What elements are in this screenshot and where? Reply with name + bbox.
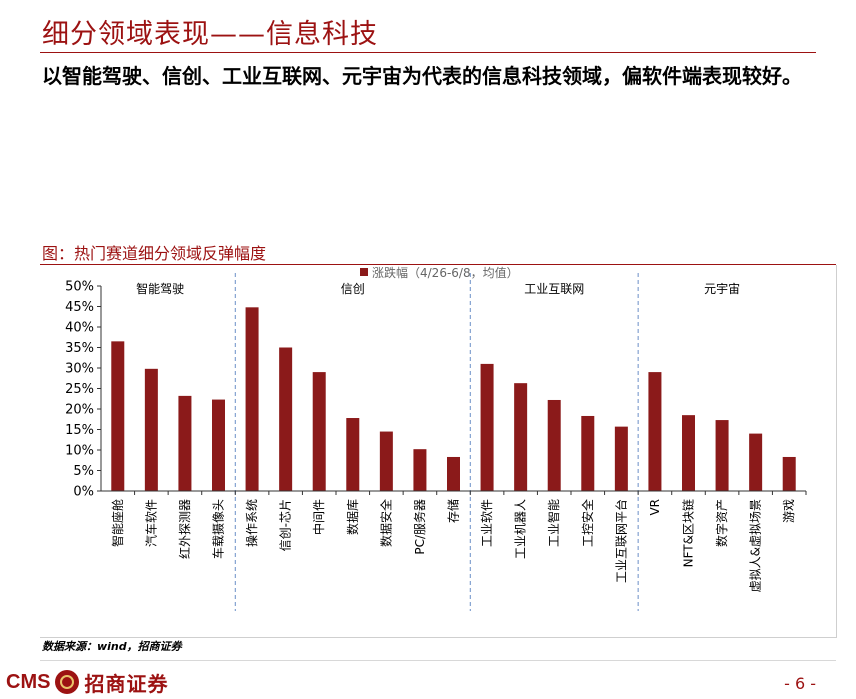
y-tick-label: 25% [65, 382, 94, 397]
bar [212, 399, 225, 491]
category-label: NFT&区块链 [681, 499, 696, 567]
category-label: 数据安全 [378, 499, 393, 547]
logo-text-en: CMS [6, 670, 51, 693]
y-tick-label: 30% [65, 362, 94, 377]
summary-text: 以智能驾驶、信创、工业互联网、元宇宙为代表的信息科技领域，偏软件端表现较好。 [42, 64, 802, 88]
category-label: 中间件 [311, 499, 326, 535]
bar [279, 347, 293, 491]
group-label: 元宇宙 [704, 281, 740, 296]
category-label: 工控安全 [580, 499, 595, 547]
bar [379, 431, 393, 491]
y-tick-label: 15% [65, 423, 94, 438]
bar [346, 418, 360, 491]
y-tick-label: 10% [65, 444, 94, 459]
y-tick-label: 20% [65, 403, 94, 418]
category-label: PC/服务器 [412, 499, 427, 555]
footer-divider [40, 660, 836, 661]
category-label: 数据库 [345, 499, 360, 535]
category-label: 工业互联网平台 [613, 499, 628, 583]
bar [144, 368, 158, 491]
y-tick-label: 50% [65, 280, 94, 295]
bar [715, 420, 729, 491]
logo-text-cn: 招商证券 [84, 671, 169, 696]
bar [245, 307, 259, 491]
category-label: 智能座舱 [110, 499, 125, 547]
category-label: 工业机器人 [514, 499, 528, 559]
group-label: 工业互联网 [524, 282, 584, 296]
y-tick-label: 35% [65, 341, 94, 356]
y-tick-label: 5% [73, 464, 94, 479]
bar [413, 449, 427, 491]
legend-label: 涨跌幅（4/26-6/8，均值） [372, 265, 519, 280]
group-label: 智能驾驶 [136, 281, 184, 296]
category-label: VR [648, 499, 662, 516]
category-label: 车载摄像头 [211, 499, 226, 559]
category-label: 操作系统 [244, 499, 259, 547]
category-label: 红外探测器 [177, 499, 192, 559]
bar-chart: 智能驾驶 信创 工业互联网 元宇宙 0% 5% 10% 15% 20% 25% 30% 35% 40%… [65, 265, 807, 611]
bar [111, 341, 125, 491]
bar [547, 399, 561, 491]
bar [480, 363, 494, 491]
legend-swatch [360, 268, 368, 276]
bar [648, 372, 662, 491]
category-label: 信创-芯片 [279, 499, 293, 551]
bar [782, 456, 796, 491]
chart-container: 智能驾驶 信创 工业互联网 元宇宙 0% 5% 10% 15% 20% 25% 30% 35% 40%… [40, 265, 837, 638]
title-divider [40, 52, 816, 53]
page-title: 细分领域表现——信息科技 [42, 19, 378, 50]
company-logo: CMS 招商证券 [6, 668, 168, 696]
category-label: 存储 [446, 499, 461, 523]
bar [178, 395, 192, 491]
category-label: 数字资产 [714, 499, 729, 547]
figure-title: 图：热门赛道细分领域反弹幅度 [42, 244, 267, 263]
y-tick-label: 45% [65, 300, 94, 315]
page-number: - 6 - [784, 674, 816, 693]
bar [581, 415, 595, 491]
y-tick-label: 0% [73, 485, 94, 500]
category-label: 工业软件 [480, 499, 494, 547]
bar [447, 456, 460, 491]
group-label: 信创 [341, 282, 365, 296]
y-tick-label: 40% [65, 321, 94, 336]
logo-emblem-icon [55, 670, 80, 694]
bar [514, 383, 528, 491]
bar [614, 426, 628, 491]
bar [682, 415, 695, 491]
category-label: 虚拟人&虚拟场景 [749, 499, 763, 592]
category-label: 游戏 [782, 499, 796, 523]
category-label: 工业智能 [546, 499, 561, 547]
bar [312, 372, 326, 491]
figure-divider [40, 264, 836, 265]
bar [749, 433, 763, 491]
category-label: 汽车软件 [143, 499, 158, 547]
data-source: 数据来源：wind，招商证券 [42, 640, 182, 653]
